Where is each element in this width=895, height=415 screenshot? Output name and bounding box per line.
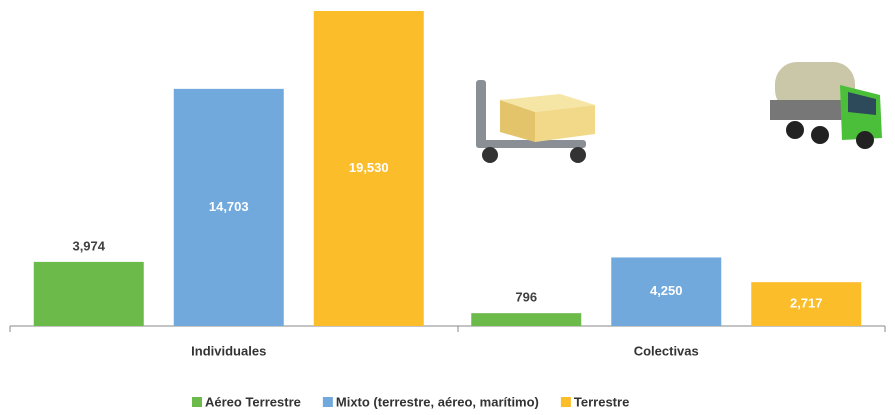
value-label: 19,530 <box>349 160 389 175</box>
cart-icon <box>476 80 595 163</box>
bar <box>751 282 862 326</box>
legend-swatch <box>192 397 202 407</box>
legend-label: Mixto (terrestre, aéreo, marítimo) <box>336 394 539 409</box>
value-label: 14,703 <box>209 199 249 214</box>
bar <box>313 11 424 326</box>
legend-label: Aéreo Terrestre <box>205 394 301 409</box>
bar <box>173 88 284 327</box>
value-label: 796 <box>515 290 537 305</box>
value-label: 3,974 <box>72 238 105 253</box>
truck-icon <box>770 62 882 149</box>
x-tick-label: Colectivas <box>634 343 699 358</box>
bar <box>611 257 722 326</box>
bar <box>33 261 144 326</box>
value-label: 4,250 <box>650 283 683 298</box>
legend-swatch <box>322 397 333 407</box>
x-tick-label: Individuales <box>191 343 266 358</box>
legend-swatch <box>560 397 571 407</box>
legend-label: Terrestre <box>574 394 629 409</box>
bar <box>471 313 582 326</box>
value-label: 2,717 <box>790 296 823 311</box>
